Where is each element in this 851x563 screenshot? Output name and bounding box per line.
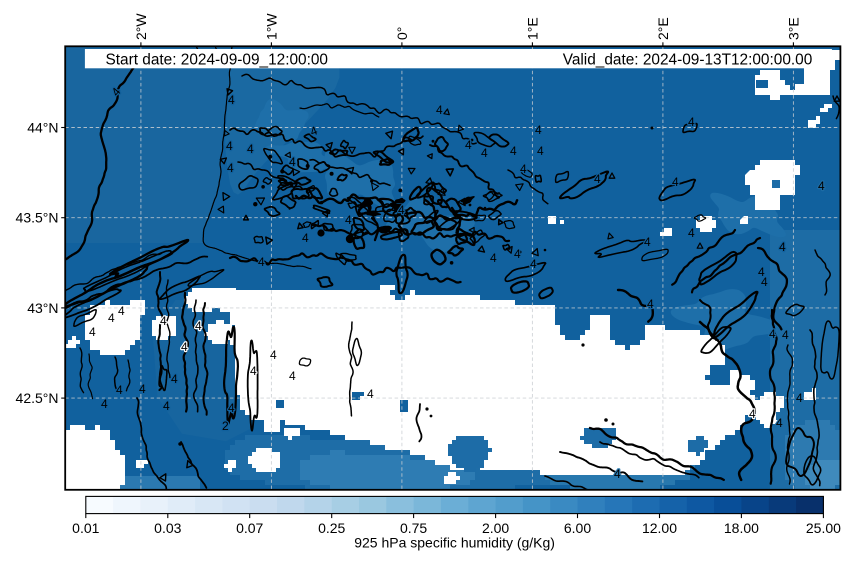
svg-text:2°W: 2°W: [133, 13, 149, 40]
svg-text:4: 4: [228, 93, 235, 107]
svg-text:4: 4: [510, 144, 517, 158]
svg-text:4: 4: [776, 416, 783, 430]
svg-text:43°N: 43°N: [27, 300, 58, 316]
svg-text:0.01: 0.01: [72, 520, 99, 536]
svg-text:1°W: 1°W: [263, 13, 279, 40]
svg-text:4: 4: [490, 251, 497, 265]
svg-text:0.75: 0.75: [400, 520, 427, 536]
svg-text:4: 4: [289, 155, 296, 169]
svg-text:0.03: 0.03: [154, 520, 181, 536]
svg-text:4: 4: [647, 297, 654, 311]
svg-text:4: 4: [139, 382, 146, 396]
svg-text:4: 4: [465, 138, 472, 152]
svg-text:4: 4: [228, 401, 235, 415]
svg-text:4: 4: [345, 213, 352, 227]
svg-text:2: 2: [222, 419, 229, 433]
svg-text:4: 4: [160, 314, 167, 328]
svg-text:4: 4: [398, 203, 405, 217]
svg-text:4: 4: [101, 397, 108, 411]
svg-text:4: 4: [535, 123, 542, 137]
svg-text:4: 4: [530, 257, 537, 271]
svg-text:4: 4: [195, 319, 202, 333]
svg-text:2°E: 2°E: [655, 17, 671, 40]
svg-text:4: 4: [250, 364, 257, 378]
svg-text:4: 4: [171, 372, 178, 386]
svg-text:4: 4: [270, 348, 277, 362]
svg-text:4: 4: [749, 407, 756, 421]
svg-text:43.5°N: 43.5°N: [16, 210, 59, 226]
svg-text:4: 4: [758, 265, 765, 279]
svg-text:4: 4: [258, 255, 265, 269]
svg-text:3°E: 3°E: [785, 17, 801, 40]
svg-text:0°: 0°: [394, 27, 410, 40]
svg-text:4: 4: [761, 275, 768, 289]
svg-text:44°N: 44°N: [27, 120, 58, 136]
svg-text:4: 4: [163, 399, 170, 413]
svg-text:4: 4: [108, 311, 115, 325]
svg-text:4: 4: [688, 226, 695, 240]
svg-text:4: 4: [227, 161, 234, 175]
svg-text:4: 4: [481, 146, 488, 160]
svg-text:925 hPa specific humidity (g/K: 925 hPa specific humidity (g/Kg): [354, 535, 555, 551]
svg-text:4: 4: [226, 139, 233, 153]
svg-text:4: 4: [520, 162, 527, 176]
svg-text:4: 4: [181, 340, 188, 354]
svg-text:4: 4: [614, 467, 621, 481]
svg-text:Valid_date: 2024-09-13T12:00:0: Valid_date: 2024-09-13T12:00:00.00: [563, 52, 813, 69]
svg-text:4: 4: [89, 325, 96, 339]
svg-text:1°E: 1°E: [524, 17, 540, 40]
svg-text:0.07: 0.07: [236, 520, 263, 536]
svg-text:4: 4: [782, 328, 789, 342]
svg-text:4: 4: [594, 172, 601, 186]
svg-text:4: 4: [367, 387, 374, 401]
svg-text:4: 4: [818, 179, 825, 193]
svg-text:4: 4: [796, 391, 803, 405]
svg-text:Start date: 2024-09-09_12:00:0: Start date: 2024-09-09_12:00:00: [106, 52, 328, 69]
svg-text:4: 4: [436, 103, 443, 117]
svg-text:4: 4: [302, 231, 309, 245]
svg-text:2.00: 2.00: [482, 520, 509, 536]
svg-text:4: 4: [116, 383, 123, 397]
svg-text:4: 4: [779, 240, 786, 254]
svg-text:4: 4: [537, 144, 544, 158]
svg-text:12.00: 12.00: [642, 520, 677, 536]
svg-text:4: 4: [688, 115, 695, 129]
svg-text:4: 4: [514, 247, 521, 261]
svg-text:4: 4: [644, 235, 651, 249]
svg-text:4: 4: [289, 369, 296, 383]
svg-text:4: 4: [672, 175, 679, 189]
svg-text:4: 4: [247, 142, 254, 156]
svg-text:42.5°N: 42.5°N: [16, 390, 59, 406]
svg-text:25.00: 25.00: [806, 520, 841, 536]
svg-text:4: 4: [118, 304, 125, 318]
svg-text:0.25: 0.25: [318, 520, 345, 536]
svg-text:6.00: 6.00: [564, 520, 591, 536]
svg-text:18.00: 18.00: [724, 520, 759, 536]
svg-text:4: 4: [769, 327, 776, 341]
